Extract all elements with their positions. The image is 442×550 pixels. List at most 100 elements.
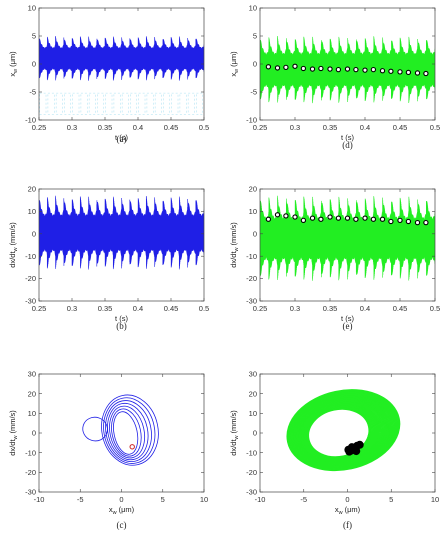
y-axis-label-sub: w xyxy=(13,248,19,253)
y-axis-label-unit: (μm) xyxy=(8,51,17,67)
y-axis-label: xw (μm) xyxy=(229,51,240,77)
y-tick-label: 5 xyxy=(32,32,36,41)
x-tick-label: 0.4 xyxy=(360,123,370,132)
x-tick-label: -10 xyxy=(255,495,266,504)
envelope-ghost xyxy=(72,92,80,115)
y-tick-label: -5 xyxy=(250,88,257,97)
data-marker xyxy=(344,215,351,221)
y-tick-label: 10 xyxy=(249,207,257,216)
y-tick-label: 20 xyxy=(28,185,36,194)
envelope-ghost xyxy=(64,92,71,115)
chart-panel-e: 0.25 0.3 0.35 0.4 0.45 0.5 -30 -20 -10 0 10 20 t (s)… xyxy=(229,185,440,331)
phase-orbit xyxy=(286,389,401,472)
x-axis-label-main: t (s) xyxy=(115,133,128,142)
envelope-ghost xyxy=(154,92,162,115)
y-tick-label: -10 xyxy=(246,116,257,125)
data-marker xyxy=(265,216,272,222)
x-tick-label: 0.4 xyxy=(133,304,143,313)
y-tick-label: -30 xyxy=(246,297,257,306)
x-tick-label: 0.5 xyxy=(199,304,209,313)
axes-frame xyxy=(259,188,436,302)
data-marker xyxy=(423,219,429,226)
data-marker xyxy=(283,64,289,71)
phase-orbit xyxy=(107,402,149,461)
signal-trace xyxy=(39,36,204,81)
data-marker xyxy=(362,215,368,221)
x-axis-label-unit: (μm) xyxy=(119,505,135,514)
data-marker xyxy=(397,217,403,224)
y-axis-label-unit: (μm) xyxy=(229,51,238,67)
x-tick-label: 0.45 xyxy=(393,123,408,132)
y-tick-label: -30 xyxy=(25,297,36,306)
y-tick-label: -20 xyxy=(246,468,257,477)
phase-small-loop xyxy=(366,421,390,457)
x-axis-label-main: t (s) xyxy=(341,314,354,323)
y-tick-label: 10 xyxy=(28,4,36,13)
y-axis-label-sub: w xyxy=(13,436,19,441)
x-tick-label: -5 xyxy=(77,495,84,504)
envelope-ghost xyxy=(171,92,179,115)
x-axis-label: xw (μm) xyxy=(109,505,135,516)
x-tick-label: 0 xyxy=(119,495,123,504)
data-marker xyxy=(292,214,298,220)
data-marker xyxy=(318,216,324,222)
x-axis-label: t (s) xyxy=(115,133,128,142)
y-axis-label: dx/dtw (mm/s) xyxy=(229,410,240,456)
data-marker xyxy=(414,70,421,76)
phase-orbit xyxy=(103,397,156,464)
data-marker xyxy=(265,64,272,70)
y-tick-label: 20 xyxy=(249,389,257,398)
y-tick-label: 10 xyxy=(28,207,36,216)
x-tick-label: 0.25 xyxy=(253,123,268,132)
x-tick-label: 0.35 xyxy=(323,123,338,132)
y-tick-label: -10 xyxy=(25,448,36,457)
data-marker xyxy=(283,213,289,219)
y-axis-label-sub: w xyxy=(234,436,240,441)
data-marker xyxy=(318,65,324,72)
plot-area xyxy=(39,36,204,115)
panel-label: (a) xyxy=(117,134,127,144)
data-marker xyxy=(388,68,394,74)
data-marker xyxy=(388,218,394,225)
data-marker xyxy=(327,66,333,72)
x-axis-label-sub: w xyxy=(112,510,117,516)
x-tick-label: 0.45 xyxy=(164,123,179,132)
x-tick-label: 5 xyxy=(389,495,393,504)
y-tick-label: 0 xyxy=(253,60,257,69)
y-tick-label: -30 xyxy=(25,488,36,497)
y-axis-label-sub: w xyxy=(234,69,240,74)
phase-orbit xyxy=(109,405,146,459)
panel-label: (f) xyxy=(343,520,352,530)
y-tick-label: 30 xyxy=(249,370,257,379)
x-axis-label-main: x xyxy=(335,505,339,514)
y-tick-label: 0 xyxy=(32,60,36,69)
data-marker xyxy=(292,63,298,69)
x-tick-label: 0.45 xyxy=(164,304,179,313)
y-axis-label: dx/dtw (mm/s) xyxy=(229,222,240,268)
data-marker xyxy=(352,447,361,456)
y-tick-label: 0 xyxy=(32,429,36,438)
data-marker xyxy=(309,215,316,221)
chart-panel-d: 0.25 0.3 0.35 0.4 0.45 0.5 -10 -5 0 5 10 t (s) xw (μm… xyxy=(229,4,440,150)
envelope-ghost xyxy=(39,92,47,115)
y-axis-label: dx/dtw (mm/s) xyxy=(8,410,19,456)
data-marker xyxy=(274,65,281,71)
panel-label: (b) xyxy=(116,321,127,331)
plot-area xyxy=(260,36,435,104)
panel-label: (d) xyxy=(342,140,353,150)
plot-area xyxy=(39,195,204,270)
x-tick-label: 0.3 xyxy=(67,123,77,132)
y-tick-label: -30 xyxy=(246,488,257,497)
x-axis-label: t (s) xyxy=(341,133,354,142)
envelope-ghost xyxy=(105,92,113,115)
data-marker xyxy=(327,214,333,220)
y-tick-label: 30 xyxy=(28,370,36,379)
envelope-ghost xyxy=(47,92,55,115)
y-tick-label: 0 xyxy=(253,229,257,238)
data-marker xyxy=(414,219,421,226)
y-axis-label-main: dx/dt xyxy=(229,251,238,268)
x-axis-label: xw (μm) xyxy=(335,505,361,516)
signal-trace xyxy=(39,195,204,270)
envelope-ghost xyxy=(196,92,203,115)
y-tick-label: -5 xyxy=(29,88,36,97)
